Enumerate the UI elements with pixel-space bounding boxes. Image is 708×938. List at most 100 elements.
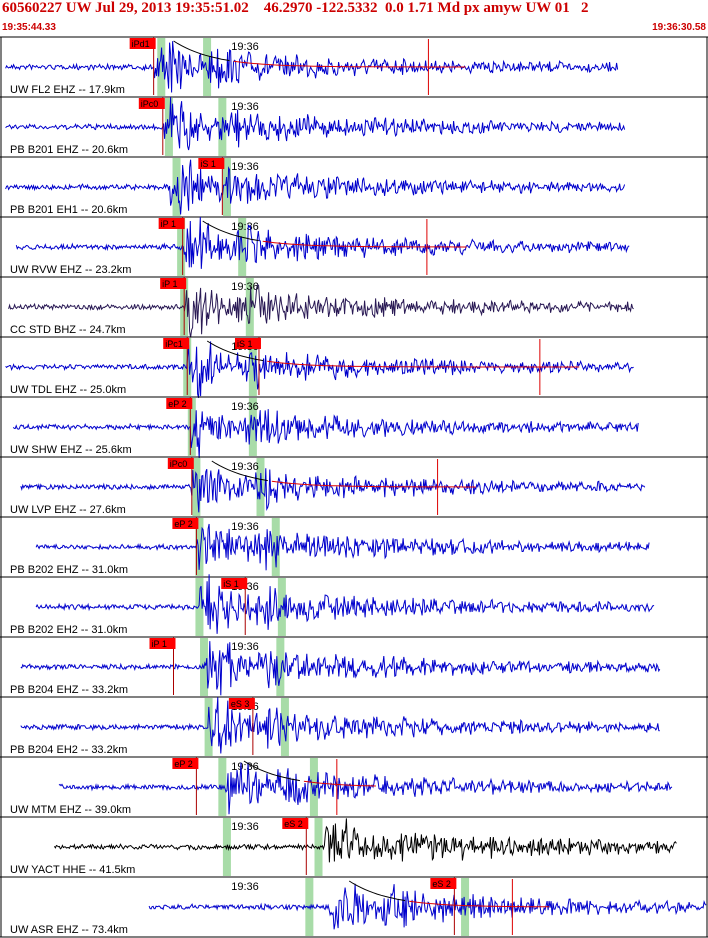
time-window-band xyxy=(203,38,212,96)
pick-box xyxy=(167,458,194,469)
minute-label: 19:36 xyxy=(231,821,259,833)
pick-box xyxy=(129,38,156,49)
trace-row: 19:36 eP 2 UW MTM EHZ -- 39.0km xyxy=(0,757,708,818)
pick-label: eP 2 xyxy=(174,519,192,529)
pick-box xyxy=(166,398,193,409)
pick-box xyxy=(234,338,261,349)
time-window-band xyxy=(187,398,196,456)
station-label: UW MTM EHZ -- 39.0km xyxy=(10,804,131,816)
time-window-band xyxy=(276,638,285,696)
waveform xyxy=(53,818,677,863)
coda-curve xyxy=(173,40,230,62)
time-window-band xyxy=(271,518,280,576)
pick-label: iS 1 xyxy=(200,159,216,169)
waveform xyxy=(20,468,646,513)
time-window-band xyxy=(280,698,289,756)
window-end-time: 19:36:30.58 xyxy=(652,22,706,33)
station-label: PB B204 EH2 -- 33.2km xyxy=(10,744,127,756)
minute-label: 19:36 xyxy=(231,401,259,413)
waveform xyxy=(20,697,660,754)
station-label: CC STD BHZ -- 24.7km xyxy=(10,324,126,336)
station-label: UW TDL EHZ -- 25.0km xyxy=(10,384,126,396)
trace-row: 19:36 eS 2 UW YACT HHE -- 41.5km xyxy=(0,817,708,878)
pick-box xyxy=(430,878,457,889)
trace-row: 19:36 iP 1 CC STD BHZ -- 24.7km xyxy=(0,277,708,338)
pick-label: iP 1 xyxy=(162,279,177,289)
event-title: 60560227 UW Jul 29, 2013 19:35:51.02 46.… xyxy=(2,0,589,16)
minute-label: 19:36 xyxy=(231,881,259,893)
station-label: UW FL2 EHZ -- 17.9km xyxy=(10,84,125,96)
station-label: PB B201 EH1 -- 20.6km xyxy=(10,204,127,216)
waveform xyxy=(8,283,634,338)
trace-row: 19:36iPc1iS 1UW TDL EHZ -- 25.0km xyxy=(0,337,708,399)
coda-curve xyxy=(211,460,268,482)
station-label: UW LVP EHZ -- 27.6km xyxy=(10,504,126,516)
pick-box xyxy=(198,158,225,169)
station-label: UW YACT HHE -- 41.5km xyxy=(10,864,135,876)
pick-label: iPc1 xyxy=(165,339,183,349)
pick-label: iS 1 xyxy=(223,579,239,589)
minute-label: 19:36 xyxy=(231,281,259,293)
waveform xyxy=(35,574,655,634)
time-window-band xyxy=(195,518,204,576)
waveform xyxy=(12,409,639,459)
minute-label: 19:36 xyxy=(231,221,259,233)
time-window-band xyxy=(248,398,257,456)
coda-fit-line xyxy=(233,60,466,68)
time-window-band xyxy=(248,338,257,396)
pick-label: eP 2 xyxy=(174,759,192,769)
pick-label: eS 3 xyxy=(231,699,250,709)
time-window-band xyxy=(157,38,166,96)
coda-curve xyxy=(243,760,300,782)
time-window-band xyxy=(204,698,213,756)
trace-row: 19:36 iPc0 PB B201 EHZ -- 20.6km xyxy=(0,97,708,158)
pick-box xyxy=(172,518,199,529)
pick-box xyxy=(138,98,165,109)
pick-box xyxy=(149,638,176,649)
coda-curve xyxy=(348,880,406,902)
pick-label: eS 2 xyxy=(284,819,303,829)
coda-curve xyxy=(202,220,259,242)
pick-label: iP 1 xyxy=(151,639,166,649)
trace-row: 19:36 eP 2 PB B202 EHZ -- 31.0km xyxy=(0,517,708,578)
minute-label: 19:36 xyxy=(231,461,259,473)
pick-label: eP 2 xyxy=(168,399,186,409)
waveform xyxy=(5,341,634,399)
station-label: PB B202 EHZ -- 31.0km xyxy=(10,564,128,576)
pick-label: iPc0 xyxy=(170,459,188,469)
trace-row: 19:36 eS 2 UW ASR EHZ -- 73.4km xyxy=(0,877,708,938)
waveform xyxy=(5,159,626,215)
trace-row: 19:36 iPd1 UW FL2 EHZ -- 17.9km xyxy=(0,37,708,98)
station-label: PB B204 EHZ -- 33.2km xyxy=(10,684,128,696)
minute-label: 19:36 xyxy=(231,761,259,773)
time-window-band xyxy=(192,458,201,516)
time-window-band xyxy=(195,578,204,636)
trace-row: 19:36 iP 1 PB B204 EHZ -- 33.2km xyxy=(0,637,708,698)
trace-row: 19:36 iPc0 UW LVP EHZ -- 27.6km xyxy=(0,457,708,518)
trace-row: 19:36 iS 1 PB B201 EH1 -- 20.6km xyxy=(0,157,708,218)
minute-label: 19:36 xyxy=(231,41,259,53)
waveform xyxy=(20,641,661,696)
station-label: UW ASR EHZ -- 73.4km xyxy=(10,924,128,936)
coda-curve xyxy=(206,340,264,362)
pick-label: iP 1 xyxy=(161,219,176,229)
pick-box xyxy=(221,578,248,589)
pick-box xyxy=(282,818,309,829)
station-label: UW SHW EHZ -- 25.6km xyxy=(10,444,132,456)
time-window-band xyxy=(177,218,186,276)
waveform xyxy=(35,523,650,571)
window-start-time: 19:35:44.33 xyxy=(2,22,56,33)
pick-box xyxy=(160,278,187,289)
trace-row: 19:36 eP 2 UW SHW EHZ -- 25.6km xyxy=(0,397,708,459)
pick-box xyxy=(228,698,255,709)
minute-label: 19:36 xyxy=(231,101,259,113)
waveform xyxy=(148,883,707,930)
station-label: PB B201 EHZ -- 20.6km xyxy=(10,144,128,156)
waveform xyxy=(5,97,626,151)
minute-label: 19:36 xyxy=(231,161,259,173)
station-label: PB B202 EH2 -- 31.0km xyxy=(10,624,127,636)
